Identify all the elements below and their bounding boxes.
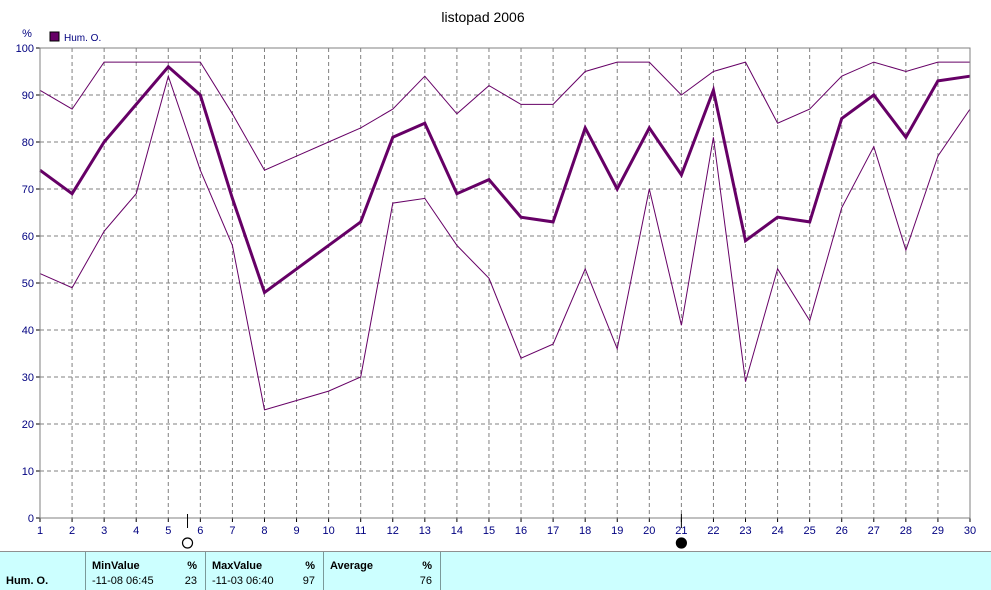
max-unit: %: [305, 560, 315, 572]
x-tick-label: 27: [868, 525, 880, 537]
humidity-chart: listopad 2006 % Hum. O. 0 10 20 30 40 50 60 70 8…: [16, 9, 976, 549]
x-tick-label: 10: [322, 525, 334, 537]
y-tick-label: 0: [28, 513, 34, 525]
new-moon-icon: [675, 537, 687, 549]
stats-row-label: Hum. O.: [6, 575, 49, 587]
x-tick-label: 7: [229, 525, 235, 537]
x-tick-label: 30: [964, 525, 976, 537]
x-tick-label: 24: [771, 525, 783, 537]
chart-title: listopad 2006: [441, 9, 525, 25]
x-tick-label: 5: [165, 525, 171, 537]
min-time: -11-08 06:45: [92, 575, 154, 587]
x-tick-label: 16: [515, 525, 527, 537]
y-tick-label: 20: [22, 419, 34, 431]
x-tick-label: 26: [836, 525, 848, 537]
y-tick-label: 70: [22, 184, 34, 196]
legend-label: Hum. O.: [64, 33, 101, 44]
x-tick-label: 19: [611, 525, 623, 537]
x-tick-label: 21: [675, 525, 687, 537]
x-tick-label: 8: [261, 525, 267, 537]
x-tick-label: 6: [197, 525, 203, 537]
stats-avg-cell: Average % 76: [324, 552, 441, 590]
stats-min-cell: MinValue % -11-08 06:45 23: [86, 552, 206, 590]
stats-max-cell: MaxValue % -11-03 06:40 97: [206, 552, 324, 590]
max-header: MaxValue: [212, 560, 263, 572]
x-tick-label: 13: [419, 525, 431, 537]
x-tick-label: 4: [133, 525, 139, 537]
series-line-maximum: [39, 61, 970, 171]
x-tick-label: 15: [483, 525, 495, 537]
x-tick-label: 20: [643, 525, 655, 537]
y-tick-label: 30: [22, 372, 34, 384]
min-header: MinValue: [92, 560, 140, 572]
x-tick-label: 14: [451, 525, 463, 537]
full-moon-icon: [181, 537, 194, 549]
x-tick-label: 9: [293, 525, 299, 537]
x-tick-label: 17: [547, 525, 559, 537]
y-axis-label: %: [22, 28, 32, 40]
legend-swatch: [49, 31, 60, 42]
x-tick-label: 1: [37, 525, 43, 537]
y-tick-label: 100: [16, 43, 34, 55]
min-value: 23: [184, 575, 197, 587]
plot-frame: [39, 47, 971, 519]
max-time: -11-03 06:40: [212, 575, 274, 587]
avg-value: 76: [419, 575, 432, 587]
y-tick-label: 10: [22, 466, 34, 478]
y-tick-label: 50: [22, 278, 34, 290]
avg-unit: %: [422, 560, 432, 572]
x-tick-label: 23: [739, 525, 751, 537]
y-tick-label: 80: [22, 137, 34, 149]
min-unit: %: [187, 560, 197, 572]
x-tick-label: 2: [69, 525, 75, 537]
x-tick-label: 12: [387, 525, 399, 537]
series-line-average: [39, 64, 971, 295]
x-tick-label: 29: [932, 525, 944, 537]
stats-row-label-cell: Hum. O.: [0, 552, 86, 590]
x-tick-label: 22: [707, 525, 719, 537]
y-tick-label: 40: [22, 325, 34, 337]
y-tick-label: 60: [22, 231, 34, 243]
y-tick-label: 90: [22, 90, 34, 102]
x-tick-label: 18: [579, 525, 591, 537]
x-tick-label: 3: [101, 525, 107, 537]
avg-header: Average: [330, 560, 374, 572]
statistics-bar: Hum. O. MinValue % -11-08 06:45 23 MaxVa…: [0, 551, 991, 590]
x-tick-label: 25: [804, 525, 816, 537]
series-line-minimum: [39, 74, 971, 411]
x-tick-label: 28: [900, 525, 912, 537]
x-tick-label: 11: [355, 525, 366, 537]
max-value: 97: [302, 575, 315, 587]
